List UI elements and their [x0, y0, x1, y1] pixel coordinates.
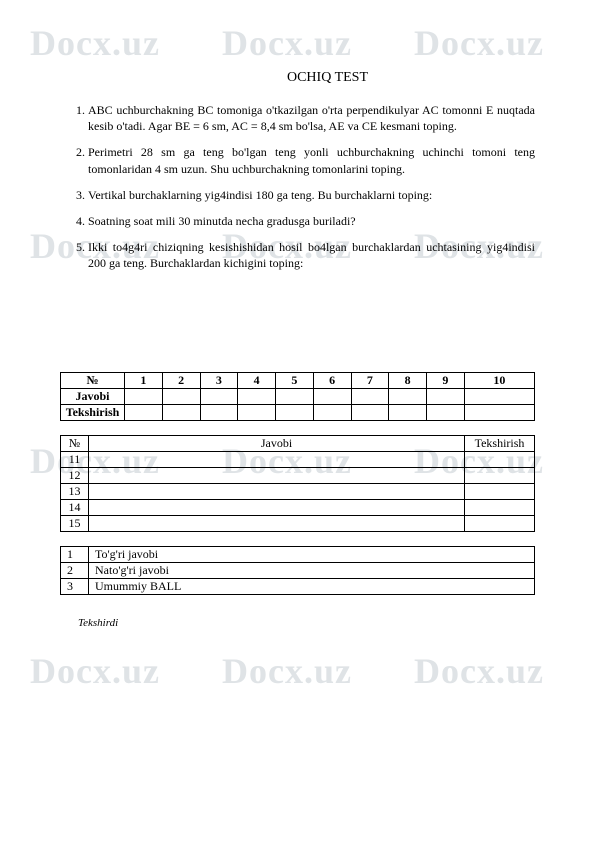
summary-table: 1 To'g'ri javobi 2 Nato'g'ri javobi 3 Um…: [60, 546, 535, 595]
table-row: 1 To'g'ri javobi: [61, 546, 535, 562]
row-label: Umummiy BALL: [89, 578, 535, 594]
col-header: 7: [351, 372, 389, 388]
table-row: 14: [61, 499, 535, 515]
table-row: № 1 2 3 4 5 6 7 8 9 10: [61, 372, 535, 388]
question-item: ABC uchburchakning BC tomoniga o'tkazilg…: [88, 102, 535, 134]
header-num: №: [61, 435, 89, 451]
row-num: 13: [61, 483, 89, 499]
answers-table-2: № Javobi Tekshirish 11 12 13 14 15: [60, 435, 535, 532]
answers-table-1: № 1 2 3 4 5 6 7 8 9 10 Javobi Tekshirish: [60, 372, 535, 421]
row-num: 14: [61, 499, 89, 515]
question-item: Perimetri 28 sm ga teng bo'lgan teng yon…: [88, 144, 535, 176]
table-row: 15: [61, 515, 535, 531]
row-num: 1: [61, 546, 89, 562]
row-num: 11: [61, 451, 89, 467]
page-title: OCHIQ TEST: [120, 70, 535, 86]
page-content: OCHIQ TEST ABC uchburchakning BC tomonig…: [0, 0, 595, 659]
header-tekshirish: Tekshirish: [465, 435, 535, 451]
question-item: Vertikal burchaklarning yig4indisi 180 g…: [88, 187, 535, 203]
table-row: 3 Umummiy BALL: [61, 578, 535, 594]
table-row: 12: [61, 467, 535, 483]
row-num: 15: [61, 515, 89, 531]
row-label: Nato'g'ri javobi: [89, 562, 535, 578]
col-header: 6: [313, 372, 351, 388]
col-header: 9: [427, 372, 465, 388]
table-row: 11: [61, 451, 535, 467]
row-num: 3: [61, 578, 89, 594]
header-javobi: Javobi: [89, 435, 465, 451]
table-row: Tekshirish: [61, 404, 535, 420]
col-header: 3: [200, 372, 238, 388]
col-header: 5: [276, 372, 314, 388]
col-header: 4: [238, 372, 276, 388]
row-num: 2: [61, 562, 89, 578]
col-header: 10: [464, 372, 534, 388]
table-row: 2 Nato'g'ri javobi: [61, 562, 535, 578]
table-row: № Javobi Tekshirish: [61, 435, 535, 451]
row-num: 12: [61, 467, 89, 483]
row-label: To'g'ri javobi: [89, 546, 535, 562]
question-item: Ikki to4g4ri chiziqning kesishishidan ho…: [88, 239, 535, 271]
table-row: Javobi: [61, 388, 535, 404]
question-item: Soatning soat mili 30 minutda necha grad…: [88, 213, 535, 229]
footer-text: Tekshirdi: [60, 617, 535, 629]
row-label: Javobi: [61, 388, 125, 404]
question-list: ABC uchburchakning BC tomoniga o'tkazilg…: [60, 102, 535, 272]
col-header: 8: [389, 372, 427, 388]
row-label: Tekshirish: [61, 404, 125, 420]
col-header: 1: [125, 372, 163, 388]
header-num: №: [61, 372, 125, 388]
table-row: 13: [61, 483, 535, 499]
col-header: 2: [162, 372, 200, 388]
